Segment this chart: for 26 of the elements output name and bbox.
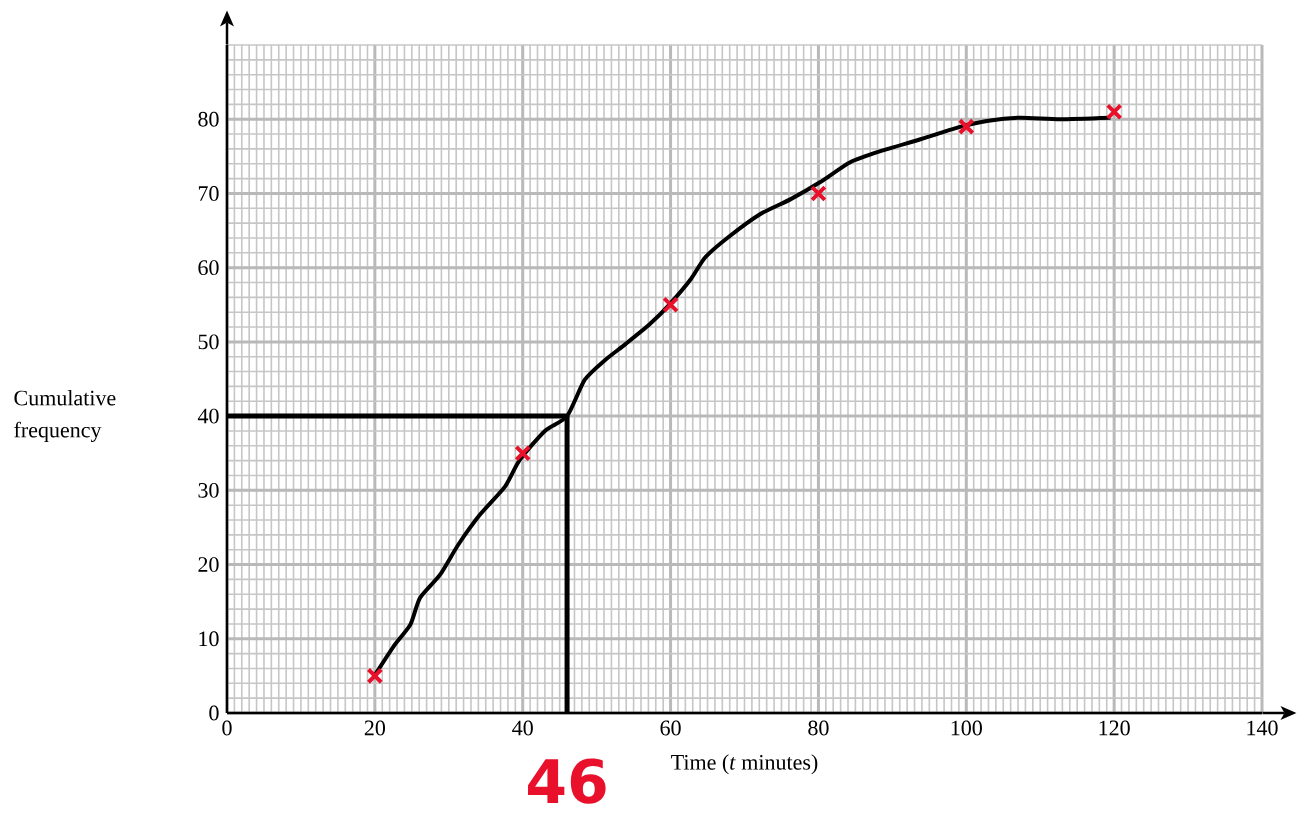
x-tick-label: 120 — [1099, 720, 1130, 736]
point — [514, 444, 532, 462]
y-tick-label: 50 — [198, 334, 219, 350]
text: 46 — [528, 758, 606, 804]
y-tick-label: 20 — [198, 557, 219, 572]
x-tick-label: 100 — [951, 720, 982, 736]
x-tick-label: 40 — [512, 720, 533, 736]
point — [1105, 103, 1123, 121]
y-tick-label: 0 — [209, 705, 219, 721]
y-axis-title: Cumulative frequency — [14, 389, 116, 443]
point — [662, 296, 679, 314]
point — [810, 185, 827, 202]
x-tick-label: 60 — [660, 720, 681, 736]
point — [957, 118, 975, 135]
x-tick-label: 80 — [808, 720, 829, 736]
y-tick-label: 30 — [198, 482, 219, 498]
y-tick-label: 10 — [199, 631, 219, 647]
point — [366, 667, 384, 685]
y-tick-label: 80 — [198, 111, 219, 127]
x-tick-label: 0 — [222, 720, 232, 736]
x-tick-label: 140 — [1247, 720, 1278, 736]
x-axis-title: Time (t minutes) — [671, 754, 818, 775]
x-tick-label: 20 — [364, 720, 386, 736]
y-tick-label: 40 — [197, 408, 219, 424]
y-tick-label: 70 — [198, 186, 219, 201]
y-tick-label: 60 — [198, 260, 219, 276]
